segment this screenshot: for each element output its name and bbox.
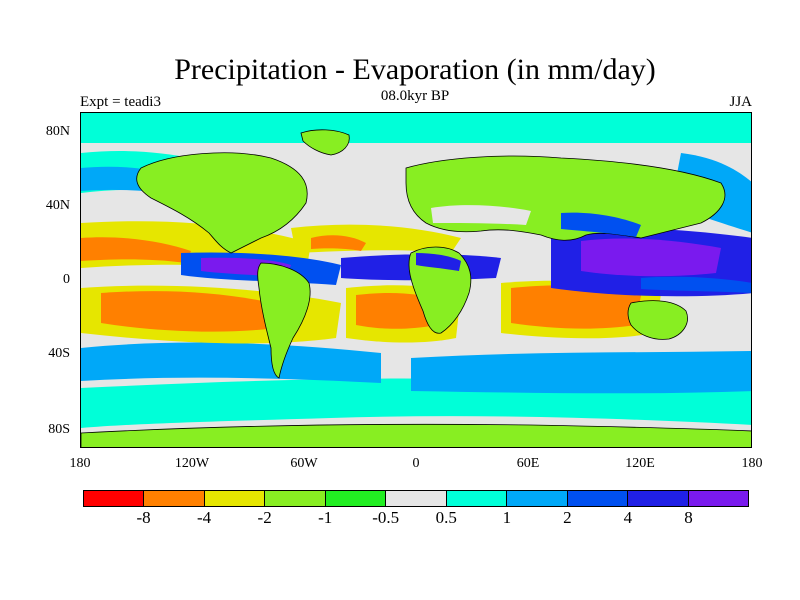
- south-america: [257, 262, 311, 379]
- colorbar-box: [325, 491, 387, 506]
- lat-label-80s: 80S: [48, 422, 70, 437]
- south-pacific-storm: [81, 342, 381, 383]
- colorbar: [83, 490, 749, 507]
- n-pacific-dry-core: [81, 237, 191, 263]
- colorbar-box: [204, 491, 266, 506]
- s-indian-dry-core: [511, 285, 641, 329]
- colorbar-tick-label: -1: [318, 508, 333, 527]
- colorbar-box: [507, 491, 568, 506]
- colorbar-tick-label: 1: [502, 508, 512, 527]
- arctic-band: [81, 113, 751, 143]
- chart-title: Precipitation - Evaporation (in mm/day): [174, 53, 656, 86]
- lon-label-180w: 180: [69, 456, 91, 471]
- colorbar-tick-label: -2: [257, 508, 272, 527]
- colorbar-box: [386, 491, 447, 506]
- n-atlantic-dry-core: [311, 235, 366, 251]
- lat-label-40s: 40S: [48, 346, 70, 361]
- colorbar-tick-label: -0.5: [372, 508, 400, 527]
- colorbar-box: [84, 491, 145, 506]
- colorbar-tick-label: -8: [136, 508, 151, 527]
- warm-pool-core: [581, 238, 721, 277]
- lon-label-120e: 120E: [625, 456, 655, 471]
- colorbar-tick-label: 0.5: [435, 508, 457, 527]
- antarctica: [81, 423, 751, 447]
- africa-monsoon: [416, 253, 461, 271]
- lat-label-40n: 40N: [45, 198, 70, 213]
- australia: [627, 300, 688, 340]
- lon-label-120w: 120W: [174, 456, 210, 471]
- greenland: [300, 129, 350, 156]
- spcz: [641, 276, 751, 293]
- chart-subtitle: 08.0kyr BP: [380, 88, 450, 104]
- colorbar-tick-label: 4: [623, 508, 633, 527]
- lon-label-180e: 180: [741, 456, 763, 471]
- colorbar-box: [688, 491, 748, 506]
- lon-label-60e: 60E: [516, 456, 540, 471]
- season-label: JJA: [729, 94, 752, 110]
- north-america: [136, 152, 308, 254]
- colorbar-box: [567, 491, 629, 506]
- lon-label-60w: 60W: [290, 456, 318, 471]
- colorbar-box: [628, 491, 689, 506]
- map-plot-area: [80, 112, 752, 448]
- sahara-dry: [431, 205, 531, 225]
- south-indian-storm: [411, 351, 751, 394]
- colorbar-tick-label: 2: [563, 508, 572, 527]
- asian-monsoon: [561, 212, 641, 237]
- colorbar-tick-label: 8: [684, 508, 693, 527]
- experiment-label: Expt = teadi3: [80, 94, 161, 110]
- s-pacific-dry-core: [101, 291, 281, 332]
- lon-label-0: 0: [412, 456, 420, 471]
- lat-label-equator: 0: [63, 272, 70, 287]
- continents: [81, 129, 751, 447]
- lat-label-80n: 80N: [45, 124, 70, 139]
- colorbar-box: [265, 491, 326, 506]
- map-canvas: [81, 113, 751, 447]
- colorbar-tick-label: -4: [196, 508, 212, 527]
- colorbar-box: [144, 491, 205, 506]
- colorbar-box: [446, 491, 508, 506]
